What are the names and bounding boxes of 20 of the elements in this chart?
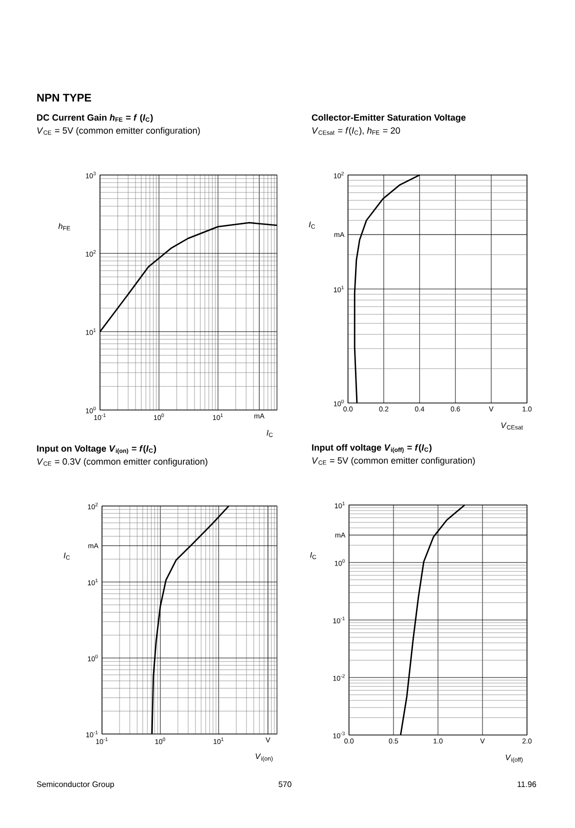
y-axis-title: I$_{C}$ <box>64 552 70 560</box>
x-axis-title: I$_{C}$ <box>266 430 273 437</box>
chart-title: DC Current Gain h$_{FE}$ = f (I$_{C}$) <box>37 114 153 122</box>
chart-subtitle: V$_{CE}$ = 0.3V (common emitter configuration) <box>37 458 208 466</box>
y-axis-title: I$_{C}$ <box>308 222 315 229</box>
x-axis-title: V$_{CEsat}$ <box>501 422 523 430</box>
chart-subtitle: V$_{CE}$ = 5V (common emitter configuration) <box>312 457 475 466</box>
chart-title: Input on Voltage V$_{i(on)}$ = f(I$_{C}$) <box>37 445 156 454</box>
text: NPN TYPE <box>37 94 92 102</box>
y-axis-title: I$_{C}$ <box>310 552 316 560</box>
chart-subtitle: V$_{CE}$ = 5V (common emitter configuration) <box>37 127 200 136</box>
text: 11.96 <box>518 781 536 788</box>
x-axis-title: V$_{i(on)}$ <box>256 753 273 762</box>
chart-title: Input off voltage V$_{i(off)}$ = f(I$_{C}$) <box>312 444 432 454</box>
text: V$_{CEsat}$ = f(I$_{C}$), h$_{FE}$ = 20 <box>312 127 400 136</box>
x-axis-title: V$_{i(off)}$ <box>506 754 523 763</box>
text: 570 <box>278 781 292 788</box>
y-axis-title: h$_{FE}$ <box>58 223 70 230</box>
text: Semiconductor Group <box>36 781 114 789</box>
chart-title: Collector-Emitter Saturation Voltage <box>312 114 466 123</box>
